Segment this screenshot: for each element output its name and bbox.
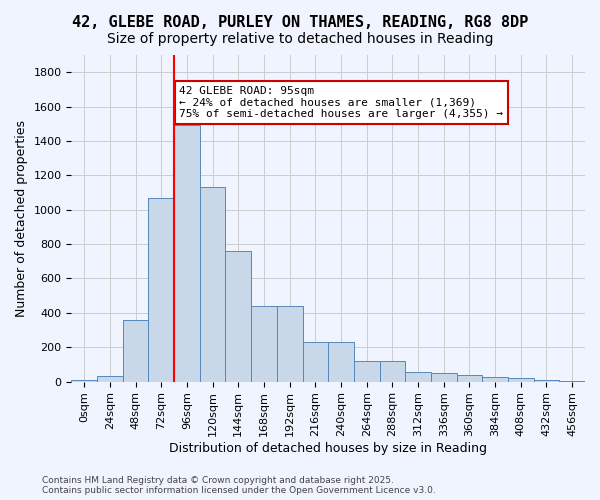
Bar — [559, 381, 585, 382]
Text: Contains HM Land Registry data © Crown copyright and database right 2025.
Contai: Contains HM Land Registry data © Crown c… — [42, 476, 436, 495]
Text: 42 GLEBE ROAD: 95sqm
← 24% of detached houses are smaller (1,369)
75% of semi-de: 42 GLEBE ROAD: 95sqm ← 24% of detached h… — [179, 86, 503, 119]
Bar — [380, 361, 405, 382]
Bar — [328, 342, 354, 382]
Bar — [123, 320, 148, 382]
Bar — [405, 372, 431, 382]
Bar — [174, 126, 200, 382]
Bar — [97, 376, 123, 382]
Bar — [71, 380, 97, 382]
Text: Size of property relative to detached houses in Reading: Size of property relative to detached ho… — [107, 32, 493, 46]
Bar — [431, 373, 457, 382]
Bar — [457, 374, 482, 382]
Bar — [148, 198, 174, 382]
Text: 42, GLEBE ROAD, PURLEY ON THAMES, READING, RG8 8DP: 42, GLEBE ROAD, PURLEY ON THAMES, READIN… — [72, 15, 528, 30]
Bar — [226, 251, 251, 382]
X-axis label: Distribution of detached houses by size in Reading: Distribution of detached houses by size … — [169, 442, 487, 455]
Y-axis label: Number of detached properties: Number of detached properties — [15, 120, 28, 317]
Bar — [200, 188, 226, 382]
Bar — [508, 378, 533, 382]
Bar — [482, 378, 508, 382]
Bar — [533, 380, 559, 382]
Bar — [302, 342, 328, 382]
Bar — [354, 361, 380, 382]
Bar — [277, 306, 302, 382]
Bar — [251, 306, 277, 382]
